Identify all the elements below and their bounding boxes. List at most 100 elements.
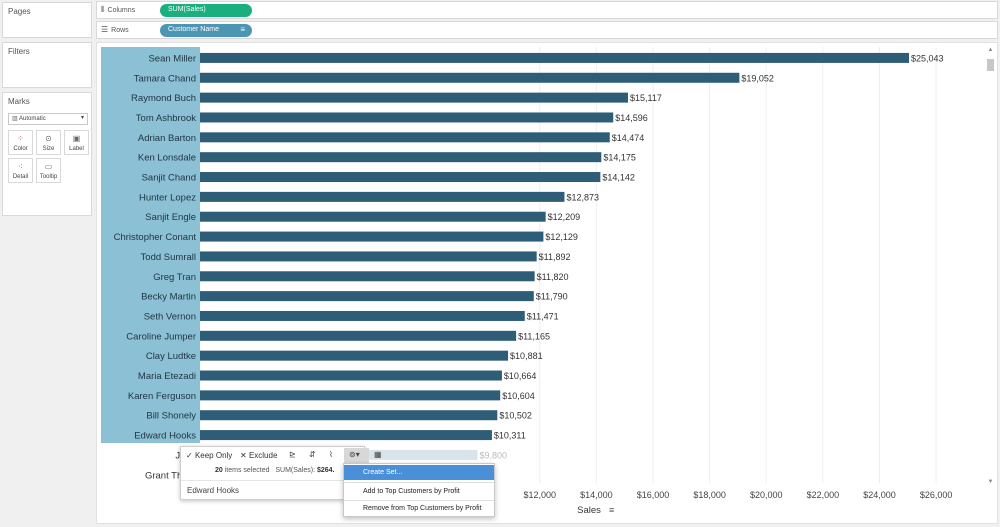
filters-card[interactable]: Filters xyxy=(2,42,92,88)
row-label[interactable]: Todd Sumrall xyxy=(141,252,196,263)
bar[interactable] xyxy=(200,390,501,401)
row-label[interactable]: Sean Miller xyxy=(148,53,196,64)
group-icon[interactable]: ⊵ xyxy=(289,450,296,459)
row-label[interactable]: Tom Ashbrook xyxy=(136,113,196,124)
vertical-scrollbar[interactable]: ▲ ▼ xyxy=(986,47,995,487)
keep-only-button[interactable]: ✓ Keep Only xyxy=(186,451,232,460)
bar[interactable] xyxy=(200,112,614,123)
row-label[interactable]: Christopher Conant xyxy=(114,232,197,243)
filters-title: Filters xyxy=(8,47,30,56)
pages-card: Pages xyxy=(2,2,92,38)
bar-value-label: $12,129 xyxy=(545,232,578,242)
columns-icon: ⦀ xyxy=(101,5,105,14)
mark-type-value: Automatic xyxy=(19,116,46,122)
bar[interactable] xyxy=(200,92,628,103)
bar[interactable] xyxy=(200,152,602,163)
row-label[interactable]: Bill Shonely xyxy=(146,411,196,422)
row-label[interactable]: Edward Hooks xyxy=(134,431,196,442)
bar[interactable] xyxy=(200,72,740,83)
bar[interactable] xyxy=(200,410,498,421)
customer-name-pill[interactable]: Customer Name ≡ xyxy=(160,24,252,37)
detail-button[interactable]: ⁖ Detail xyxy=(8,158,33,183)
size-button[interactable]: ⊙ Size xyxy=(36,130,61,155)
bar-value-label: $14,142 xyxy=(602,173,635,183)
row-label[interactable]: Sanjit Chand xyxy=(142,173,196,184)
bar[interactable] xyxy=(200,172,601,183)
paperclip-icon[interactable]: ⌇ xyxy=(329,450,333,459)
bar-value-label: $10,311 xyxy=(494,431,526,441)
menu-divider xyxy=(344,482,494,483)
sort-icon[interactable]: ≡ xyxy=(609,505,614,515)
row-label[interactable]: Raymond Buch xyxy=(131,93,196,104)
bar-value-label: $10,502 xyxy=(499,411,532,421)
row-label[interactable]: Hunter Lopez xyxy=(139,192,196,203)
bar[interactable] xyxy=(200,271,535,282)
bar-value-label: $11,790 xyxy=(536,292,568,302)
columns-shelf[interactable]: ⦀ Columns SUM(Sales) xyxy=(96,1,998,19)
bar[interactable] xyxy=(200,211,546,222)
row-label[interactable]: Adrian Barton xyxy=(138,133,196,144)
view-data-icon[interactable]: ▦ xyxy=(374,450,382,459)
viz-area[interactable]: Sean Miller $25,043 Tamara Chand $19,052 Ray… xyxy=(96,42,998,524)
bar-value-label: $11,892 xyxy=(539,252,571,262)
bar[interactable] xyxy=(200,330,517,341)
exclude-button[interactable]: ✕ Exclude xyxy=(240,451,277,460)
bar-value-label: $10,881 xyxy=(510,351,543,361)
scroll-down-icon[interactable]: ▼ xyxy=(987,479,994,485)
color-button[interactable]: ⁘ Color xyxy=(8,130,33,155)
row-label[interactable]: Greg Tran xyxy=(153,272,196,283)
close-icon: ✕ xyxy=(240,451,247,460)
axis-tick-label: $18,000 xyxy=(693,490,726,500)
row-label[interactable]: Sanjit Engle xyxy=(145,212,196,223)
rows-shelf[interactable]: ☰ Rows Customer Name ≡ xyxy=(96,21,998,39)
bar[interactable] xyxy=(200,52,909,63)
bar[interactable] xyxy=(200,251,537,262)
bar[interactable] xyxy=(200,310,525,321)
scroll-thumb[interactable] xyxy=(987,59,994,71)
row-label[interactable]: Clay Ludtke xyxy=(146,351,196,362)
row-label[interactable]: Caroline Jumper xyxy=(126,331,196,342)
scroll-up-icon[interactable]: ▲ xyxy=(987,47,994,53)
axis-tick-label: $22,000 xyxy=(807,490,840,500)
add-to-set-menu-item[interactable]: Add to Top Customers by Profit xyxy=(363,488,460,495)
mark-type-dropdown[interactable]: ▥ Automatic ▾ xyxy=(8,113,88,125)
axis-tick-label: $24,000 xyxy=(863,490,896,500)
selection-summary: 20 items selected SUM(Sales): $264. xyxy=(215,467,335,474)
bar[interactable] xyxy=(200,350,509,361)
detail-label: Detail xyxy=(12,174,29,180)
bar[interactable] xyxy=(200,231,544,242)
chevron-down-icon: ▾ xyxy=(80,115,84,121)
x-axis-title[interactable]: Sales xyxy=(577,505,601,516)
marks-title: Marks xyxy=(8,97,30,106)
row-label[interactable]: Ken Lonsdale xyxy=(138,153,196,164)
set-icon[interactable]: ⊚▾ xyxy=(349,450,360,459)
bar-chart[interactable]: Sean Miller $25,043 Tamara Chand $19,052 Ray… xyxy=(97,43,998,524)
bar[interactable] xyxy=(200,370,502,381)
sum-sales-pill[interactable]: SUM(Sales) xyxy=(160,4,252,17)
detail-icon: ⁖ xyxy=(18,162,23,171)
label-button[interactable]: ▣ Label xyxy=(64,130,89,155)
bar[interactable] xyxy=(200,291,534,302)
row-label[interactable]: Karen Ferguson xyxy=(128,391,196,402)
bar-value-label: $15,117 xyxy=(630,93,662,103)
bar[interactable] xyxy=(200,430,492,441)
bar[interactable] xyxy=(200,132,610,143)
sort-icon[interactable]: ⇵ xyxy=(309,450,316,459)
bar-value-label: $19,052 xyxy=(741,73,774,83)
rows-shelf-label: ☰ Rows xyxy=(101,25,129,34)
row-label[interactable]: Grant Thorn xyxy=(145,470,196,481)
create-set-menu-item[interactable]: Create Set... xyxy=(344,465,494,480)
row-label[interactable]: Tamara Chand xyxy=(134,73,196,84)
set-button-highlight[interactable] xyxy=(344,448,369,463)
tooltip-divider xyxy=(181,480,364,481)
color-icon: ⁘ xyxy=(17,134,24,143)
marks-card: Marks ▥ Automatic ▾ ⁘ Color ⊙ Size ▣ Lab… xyxy=(2,92,92,216)
tooltip-button[interactable]: ▭ Tooltip xyxy=(36,158,61,183)
remove-from-set-menu-item[interactable]: Remove from Top Customers by Profit xyxy=(363,505,482,512)
bar-value-label: $10,664 xyxy=(504,371,537,381)
exclude-label: Exclude xyxy=(248,451,278,460)
row-label[interactable]: Becky Martin xyxy=(141,292,196,303)
bar[interactable] xyxy=(200,191,565,202)
row-label[interactable]: Maria Etezadi xyxy=(138,371,196,382)
row-label[interactable]: Seth Vernon xyxy=(144,311,196,322)
